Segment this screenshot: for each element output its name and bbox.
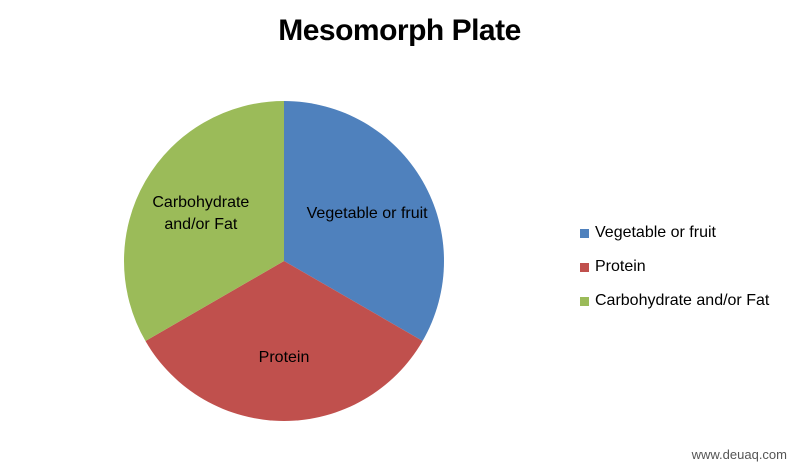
pie-slice-vegetable-or-fruit [284,101,444,341]
pie-slice-carbohydrate-and-or-fat [123,100,285,342]
legend-item-protein: Protein [580,250,769,284]
watermark-text: www.deuaq.com [691,447,787,462]
slice-label-vegetable-or-fruit: Vegetable or fruit [307,205,429,222]
pie-slice-protein [145,261,423,422]
legend-label-protein: Protein [595,258,646,275]
legend-item-carbohydrate-and-or-fat: Carbohydrate and/or Fat [580,284,769,318]
legend-label-vegetable-or-fruit: Vegetable or fruit [595,224,716,241]
legend-swatch-vegetable-or-fruit [580,228,589,238]
pie-slice-labels: Vegetable or fruit Protein Carbohydrate and… [152,194,428,366]
chart-title: Mesomorph Plate [278,14,521,47]
legend-swatch-protein [580,262,589,272]
legend-swatch-carbohydrate-and-or-fat [580,296,589,306]
legend: Vegetable or fruit Protein Carbohydrate … [580,216,769,318]
legend-label-carbohydrate-and-or-fat: Carbohydrate and/or Fat [595,292,770,309]
slice-label-protein: Protein [259,349,310,366]
pie-slices [123,100,444,422]
legend-item-vegetable-or-fruit: Vegetable or fruit [580,216,769,250]
slice-label-carbohydrate-and-or-fat: Carbohydrate and/or Fat [152,194,249,233]
